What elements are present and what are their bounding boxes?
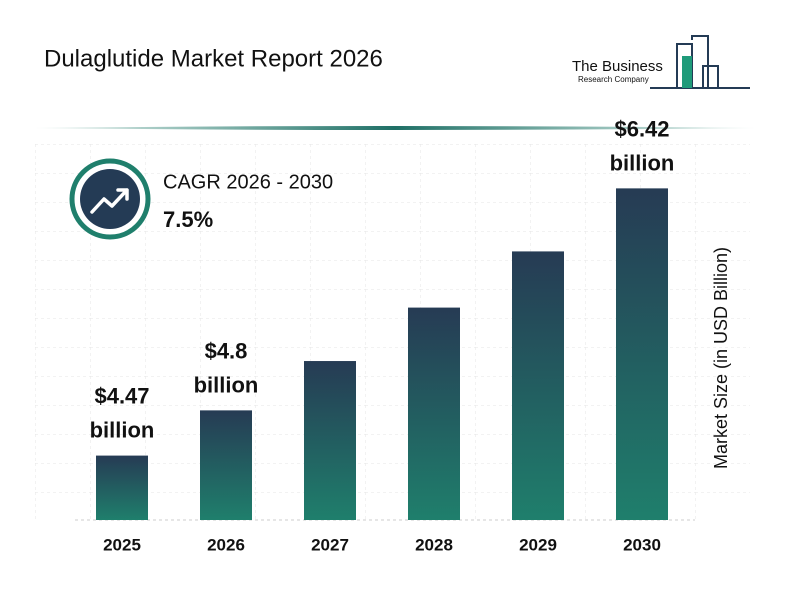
bar <box>616 188 668 521</box>
bar <box>96 455 148 520</box>
value-label: $4.47 billion <box>90 383 155 442</box>
x-tick-label: 2030 <box>623 535 661 554</box>
logo: The Business Research Company <box>572 35 750 89</box>
x-tick-label: 2026 <box>207 535 245 554</box>
separator <box>35 126 755 130</box>
bar <box>200 410 252 520</box>
bar <box>304 361 356 520</box>
cagr-value: 7.5% <box>163 207 213 232</box>
x-tick-label: 2029 <box>519 535 557 554</box>
x-tick-label: 2028 <box>415 535 453 554</box>
cagr-badge: CAGR 2026 - 2030 7.5% <box>69 158 333 240</box>
bar <box>512 251 564 520</box>
x-tick-label: 2027 <box>311 535 349 554</box>
bar <box>408 307 460 520</box>
cagr-label: CAGR 2026 - 2030 <box>163 171 333 193</box>
title: Dulaglutide Market Report 2026 <box>44 45 383 72</box>
logo-text: The Business <box>572 58 663 75</box>
y-axis-label: Market Size (in USD Billion) <box>711 247 731 469</box>
logo-text: Research Company <box>578 75 649 84</box>
value-label: $4.8 billion <box>194 338 259 397</box>
x-tick-label: 2025 <box>103 535 141 554</box>
value-label: $6.42 billion <box>610 116 675 175</box>
